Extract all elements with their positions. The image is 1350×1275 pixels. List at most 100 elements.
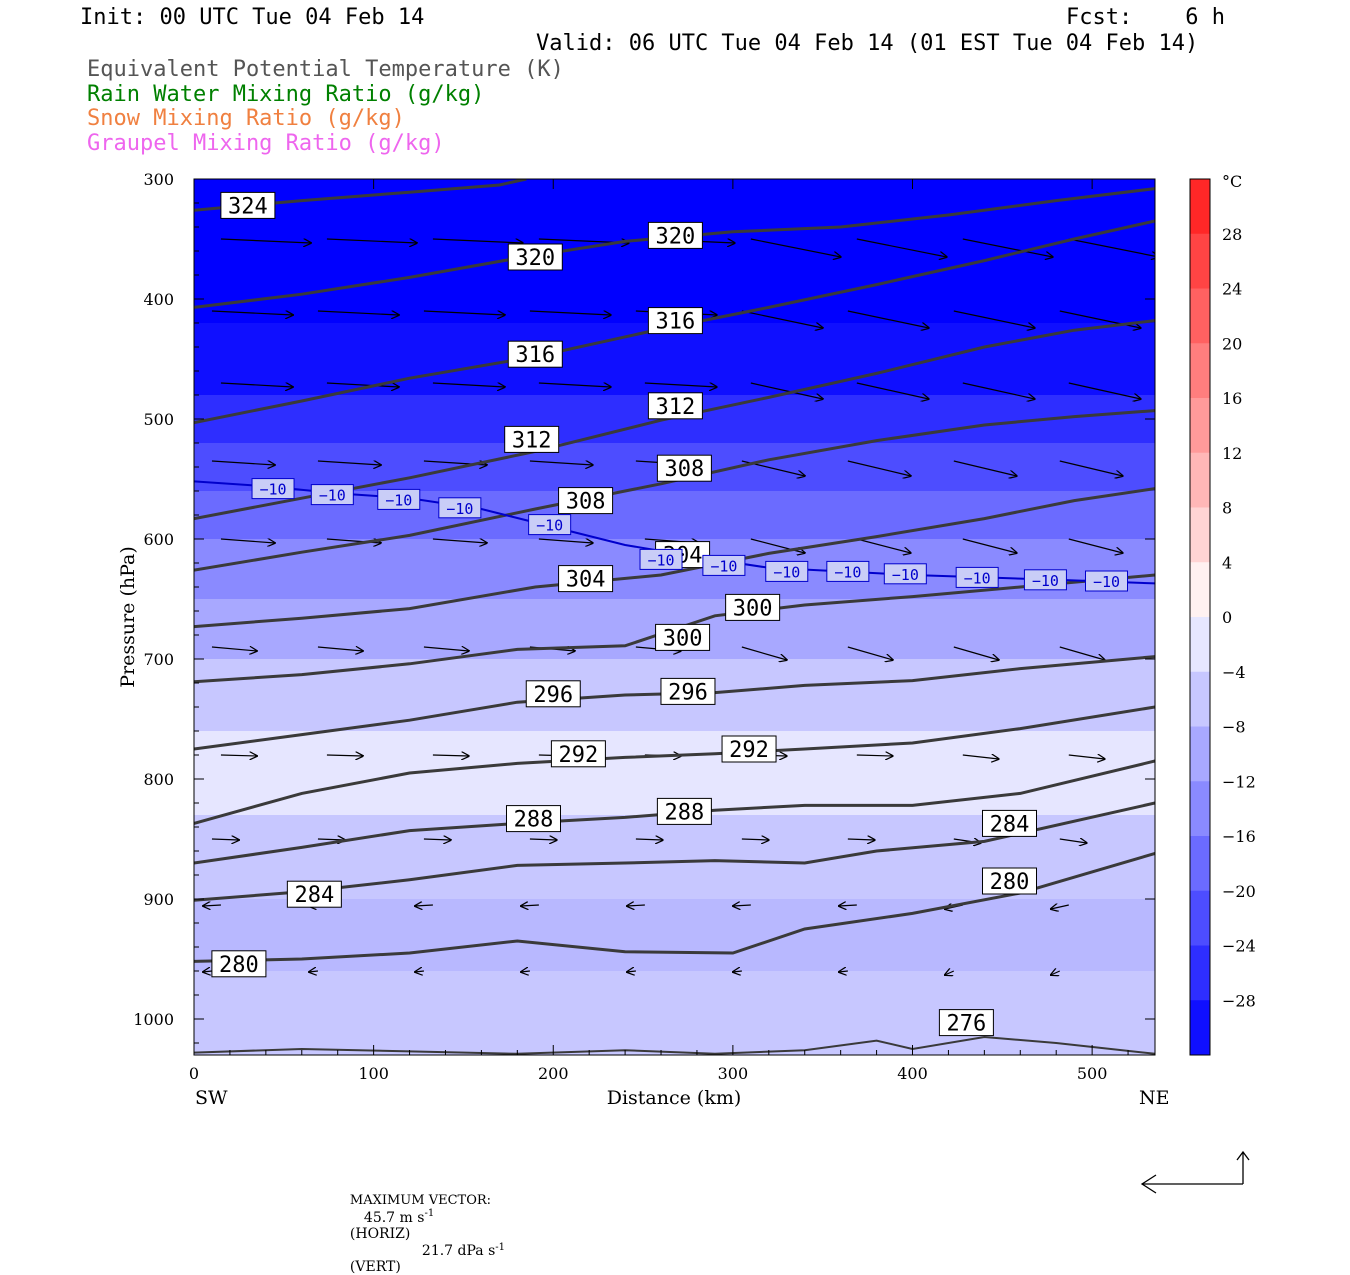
colorbar-label: −8	[1222, 718, 1246, 737]
minus10-label-text: −10	[710, 557, 737, 575]
contour-label-box	[507, 340, 563, 368]
contour-label-text: 316	[515, 343, 555, 368]
reference-vector-icon	[1140, 1150, 1250, 1194]
minus10-contour-label: −10	[702, 554, 746, 576]
wind-vector	[627, 905, 645, 906]
colorbar-swatch	[1190, 179, 1210, 235]
wind-vector	[211, 647, 257, 651]
theta-e-contour-label: 308	[558, 487, 614, 515]
minus10-label-text: −10	[536, 517, 563, 535]
wind-vector	[945, 971, 955, 975]
minus10-label-box	[528, 514, 572, 536]
valid-time: Valid: 06 UTC Tue 04 Feb 14 (01 EST Tue …	[536, 31, 1199, 56]
contour-label-text: 308	[665, 457, 705, 482]
wind-vector	[220, 238, 311, 243]
contour-label-box	[656, 454, 712, 482]
wind-vector	[211, 461, 275, 465]
minus10-label-box	[765, 560, 809, 582]
x-tick-label: 400	[897, 1064, 928, 1083]
contour-label-box	[220, 191, 276, 219]
contour-label-box	[211, 950, 267, 978]
minus10-contour-label: −10	[639, 548, 683, 570]
theta-e-contour-label: 288	[656, 797, 712, 825]
contour-label-text: 308	[566, 490, 606, 515]
contour-label-text: 316	[656, 310, 696, 335]
wind-vector	[635, 839, 663, 840]
y-tick-label: 800	[143, 770, 174, 789]
theta-e-contour-label: 320	[507, 243, 563, 271]
wind-vector	[317, 461, 381, 465]
wind-vector	[627, 971, 636, 972]
max-vector-caption: MAXIMUM VECTOR: 45.7 m s-1 (HORIZ) 21.7 …	[341, 1176, 505, 1275]
contour-label-box	[647, 221, 703, 249]
theta-e-contour-line	[194, 705, 1155, 825]
contour-label-text: 276	[947, 1012, 987, 1037]
theta-e-contour-label: 304	[558, 565, 614, 593]
contour-label-box	[655, 623, 711, 651]
colorbar-label: −24	[1222, 937, 1256, 956]
colorbar-swatch	[1190, 836, 1210, 892]
theta-e-contour-line	[194, 219, 1155, 425]
contour-label-text: 312	[656, 395, 696, 420]
minus10-label-box	[702, 554, 746, 576]
wind-vector	[326, 383, 399, 387]
colorbar-label: 28	[1222, 225, 1242, 244]
wind-vector	[423, 647, 469, 651]
colorbar-swatch	[1190, 781, 1210, 837]
contour-label-text: 284	[294, 883, 334, 908]
ne-end-label: NE	[1139, 1087, 1170, 1109]
theta-e-contour-label: 316	[507, 340, 563, 368]
minus10-label-box	[639, 548, 683, 570]
field-label-graupel: Graupel Mixing Ratio (g/kg)	[87, 131, 445, 156]
wind-vector	[203, 971, 213, 972]
minus10-contour-label: −10	[1023, 569, 1067, 591]
minus10-contour-label: −10	[310, 484, 354, 506]
temperature-colorbar: 28 24 20 16 12 8 4 0 −4 −8 −12 −16 −20 −24 −28	[1189, 178, 1256, 1056]
colorbar-frame	[1189, 178, 1211, 1056]
wind-vector	[750, 382, 823, 399]
y-tick-label: 300	[143, 170, 174, 189]
contour-label-text: 324	[228, 194, 268, 219]
wind-vector	[423, 310, 505, 315]
wind-vector	[220, 755, 257, 756]
colorbar-swatch	[1190, 726, 1210, 782]
wind-vector	[1068, 755, 1105, 759]
minus10-contour-label: −10	[377, 488, 421, 510]
minus10-label-box	[826, 560, 870, 582]
theta-e-contour-label: 280	[982, 867, 1038, 895]
wind-vector	[521, 971, 530, 972]
wind-vector	[741, 839, 769, 840]
x-tick-label: 100	[358, 1064, 389, 1083]
y-tick-label: 400	[143, 290, 174, 309]
contour-label-text: 300	[733, 596, 773, 621]
theta-e-contour-label: 284	[982, 809, 1038, 837]
contour-label-box	[504, 425, 560, 453]
wind-vector	[856, 755, 893, 756]
contour-label-box	[721, 735, 777, 763]
theta-e-contour-label: 324	[220, 191, 276, 219]
minus10-label-box	[1085, 570, 1129, 592]
contour-label-box	[660, 677, 716, 705]
axes: 0 100 200 300 400 500 300 400 500 600 700 800 900 100…	[133, 170, 1155, 1083]
theta-e-contour-label: 292	[721, 735, 777, 763]
contour-label-text: 288	[514, 808, 554, 833]
wind-vector	[432, 383, 505, 387]
contour-label-box	[550, 740, 606, 768]
field-label-snow: Snow Mixing Ratio (g/kg)	[87, 106, 405, 131]
theta-e-contour-line	[194, 409, 1155, 572]
x-tick-label: 0	[189, 1064, 199, 1083]
theta-e-contour-label: 296	[525, 680, 581, 708]
theta-e-contour-line	[194, 319, 1155, 521]
theta-e-contour-label: 312	[504, 425, 560, 453]
y-tick-label: 700	[143, 650, 174, 669]
colorbar-swatch	[1190, 617, 1210, 673]
wind-vector	[317, 310, 399, 315]
wind-vector	[432, 238, 523, 243]
minus10-label-box	[251, 478, 295, 500]
contour-label-box	[558, 487, 614, 515]
wind-vector	[317, 839, 345, 840]
colorbar-unit: °C	[1222, 172, 1242, 191]
vert-tag: (VERT)	[349, 1259, 401, 1275]
theta-e-contour-line	[194, 801, 1155, 902]
colorbar-swatch	[1190, 398, 1210, 454]
